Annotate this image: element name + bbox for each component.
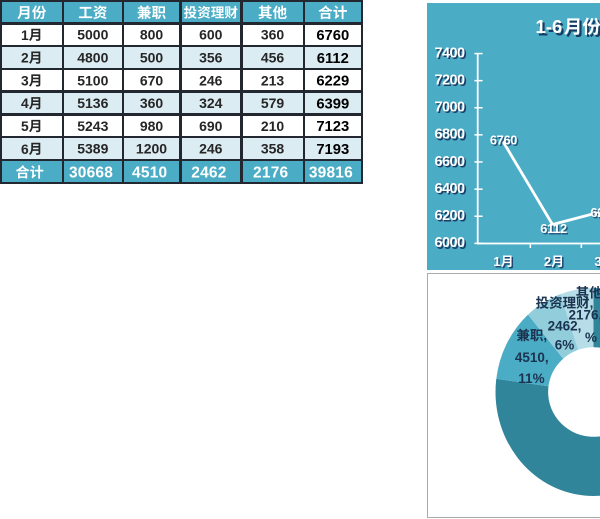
svg-text:1: 1 (21, 28, 29, 43)
svg-text:456: 456 (261, 50, 285, 66)
svg-text:7400: 7400 (434, 45, 465, 61)
svg-text:6760: 6760 (316, 28, 349, 44)
svg-text:213: 213 (261, 72, 285, 88)
svg-text:6000: 6000 (434, 235, 465, 251)
svg-text:4510: 4510 (132, 164, 167, 181)
svg-text:800: 800 (140, 27, 164, 43)
svg-text:3: 3 (21, 73, 29, 88)
svg-text:5136: 5136 (77, 95, 108, 111)
svg-text:6400: 6400 (436, 183, 467, 199)
svg-text:7200: 7200 (436, 74, 467, 90)
svg-text:7000: 7000 (434, 100, 465, 116)
svg-text:39816: 39816 (309, 164, 353, 181)
svg-text:2462: 2462 (191, 164, 226, 181)
svg-text:246: 246 (199, 141, 223, 157)
svg-text:1: 1 (493, 254, 500, 269)
svg-text:358: 358 (261, 141, 285, 157)
svg-text:600: 600 (199, 27, 223, 43)
svg-text:6760: 6760 (491, 134, 518, 149)
svg-text:6112: 6112 (317, 51, 349, 67)
svg-text:2462,: 2462, (548, 319, 582, 334)
svg-text:246: 246 (199, 72, 223, 88)
svg-text:356: 356 (199, 50, 223, 66)
svg-text:6229: 6229 (592, 207, 600, 222)
svg-text:,: , (543, 328, 547, 343)
svg-text:5000: 5000 (77, 27, 108, 43)
svg-text:6800: 6800 (436, 128, 467, 144)
svg-text:,: , (590, 296, 594, 311)
svg-text:6: 6 (21, 142, 29, 157)
svg-text:6399: 6399 (316, 96, 349, 112)
svg-text:1-6: 1-6 (538, 18, 565, 39)
svg-text:6800: 6800 (434, 127, 465, 143)
svg-text:2176, 5: 2176, 5 (569, 308, 600, 323)
svg-text:670: 670 (140, 72, 164, 88)
svg-text:6229: 6229 (590, 205, 600, 220)
svg-text:6000: 6000 (436, 237, 467, 253)
svg-text:360: 360 (261, 27, 285, 43)
svg-text:2: 2 (544, 254, 551, 269)
svg-text:2: 2 (545, 255, 552, 270)
svg-text:6200: 6200 (434, 208, 465, 224)
svg-text:4: 4 (21, 96, 29, 111)
svg-text:6112: 6112 (540, 221, 567, 236)
svg-text:210: 210 (261, 118, 285, 134)
svg-text:3: 3 (594, 254, 600, 269)
svg-text:360: 360 (140, 95, 164, 111)
svg-text:4510,: 4510, (515, 350, 549, 365)
svg-text:7400: 7400 (436, 47, 467, 63)
svg-text:6600: 6600 (434, 154, 465, 170)
svg-text:6229: 6229 (316, 74, 349, 90)
svg-text:1200: 1200 (136, 141, 167, 157)
svg-text:6600: 6600 (436, 155, 467, 171)
svg-text:2176: 2176 (253, 164, 288, 181)
svg-text:7193: 7193 (316, 142, 349, 158)
svg-text:980: 980 (140, 118, 164, 134)
svg-text:6760: 6760 (490, 133, 517, 148)
svg-text:5243: 5243 (77, 118, 108, 134)
svg-text:%: % (585, 330, 597, 345)
svg-text:5: 5 (21, 119, 29, 134)
svg-text:1-6: 1-6 (536, 16, 563, 37)
svg-text:3: 3 (596, 255, 600, 270)
svg-text:324: 324 (199, 95, 223, 111)
svg-text:4800: 4800 (77, 50, 108, 66)
svg-text:5389: 5389 (77, 141, 108, 157)
svg-text:579: 579 (261, 95, 285, 111)
svg-text:7123: 7123 (316, 119, 349, 135)
svg-text:1: 1 (495, 255, 502, 270)
svg-text:2: 2 (21, 51, 29, 66)
svg-text:690: 690 (199, 118, 223, 134)
svg-text:11%: 11% (518, 371, 544, 386)
svg-text:6%: 6% (555, 338, 575, 353)
svg-text:5100: 5100 (77, 72, 108, 88)
svg-text:500: 500 (140, 50, 164, 66)
svg-text:6112: 6112 (542, 222, 569, 237)
svg-text:6200: 6200 (436, 210, 467, 226)
svg-text:6400: 6400 (434, 181, 465, 197)
svg-text:7000: 7000 (436, 101, 467, 117)
svg-text:7200: 7200 (434, 73, 465, 89)
svg-text:30668: 30668 (69, 164, 113, 181)
